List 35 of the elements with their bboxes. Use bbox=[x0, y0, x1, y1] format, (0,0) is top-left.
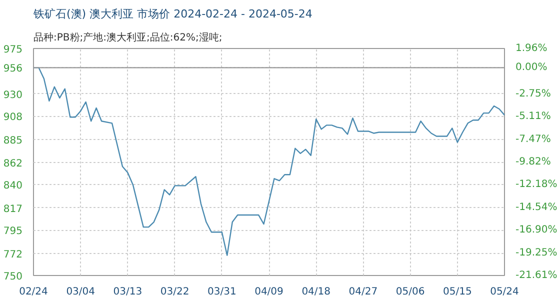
y2-tick-label: -14.54% bbox=[516, 202, 558, 213]
x-tick-label: 05/15 bbox=[442, 286, 472, 298]
y2-tick-label: -19.25% bbox=[516, 247, 558, 258]
y2-tick-label: 1.96% bbox=[516, 43, 548, 54]
y-tick-label: 930 bbox=[3, 90, 23, 101]
x-tick-label: 04/27 bbox=[348, 286, 378, 298]
y2-tick-label: -9.82% bbox=[516, 156, 551, 168]
y-tick-label: 885 bbox=[3, 135, 23, 146]
y-tick-label: 908 bbox=[3, 112, 23, 124]
x-tick-label: 05/06 bbox=[396, 286, 425, 298]
y-tick-label: 817 bbox=[3, 204, 23, 215]
y-tick-label: 862 bbox=[3, 158, 23, 170]
y-tick-label: 795 bbox=[3, 226, 23, 238]
y2-tick-label: -12.18% bbox=[516, 179, 558, 190]
x-tick-label: 02/24 bbox=[19, 286, 48, 298]
y2-tick-label: -2.75% bbox=[516, 88, 551, 100]
y2-tick-label: 0.00% bbox=[516, 62, 548, 73]
y-tick-label: 975 bbox=[3, 44, 23, 56]
chart-title: 铁矿石(澳) 澳大利亚 市场价 2024-02-24 - 2024-05-24 bbox=[32, 8, 312, 20]
x-tick-label: 03/13 bbox=[113, 286, 142, 298]
x-tick-label: 03/31 bbox=[207, 286, 236, 298]
x-tick-label: 04/18 bbox=[302, 286, 331, 298]
x-tick-label: 03/22 bbox=[160, 286, 190, 298]
x-tick-label: 03/04 bbox=[66, 286, 96, 298]
y2-tick-label: -5.11% bbox=[516, 111, 551, 122]
y2-tick-label: -21.61% bbox=[516, 270, 558, 281]
x-tick-label: 04/09 bbox=[254, 286, 284, 298]
y-tick-label: 840 bbox=[3, 180, 23, 192]
y-tick-label: 772 bbox=[3, 249, 23, 260]
chart-subtitle: 品种:PB粉;产地:澳大利亚;品位:62%;湿吨; bbox=[34, 32, 222, 44]
y2-tick-label: -7.47% bbox=[516, 134, 551, 145]
x-tick-label: 05/24 bbox=[490, 286, 519, 298]
y2-tick-label: -16.90% bbox=[516, 224, 558, 236]
y-tick-label: 750 bbox=[3, 272, 23, 282]
y-tick-label: 956 bbox=[3, 64, 23, 75]
